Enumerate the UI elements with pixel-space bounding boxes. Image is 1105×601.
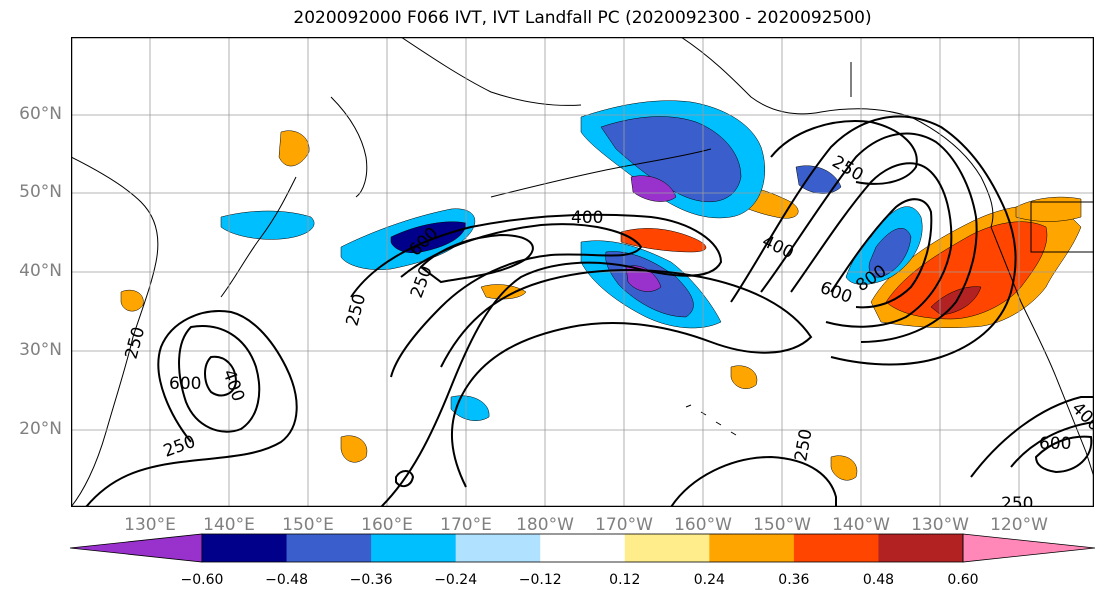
lon-label-140w: 140°W: [832, 515, 890, 535]
colorbar-segment: [286, 534, 372, 562]
contour-250-southeast: [970, 396, 1094, 478]
map-frame: [71, 37, 1094, 507]
contour-600-west: [204, 355, 238, 397]
us-border: [850, 62, 1094, 253]
contour-400-east: [760, 132, 978, 343]
colorbar-tick-label: 0.12: [609, 572, 641, 588]
positive-anomaly-south-1: [340, 435, 368, 463]
colorbar-frame: [201, 533, 964, 563]
positive-anomaly-asia-2: [120, 289, 144, 312]
colorbar-tick-label: −0.60: [180, 572, 224, 588]
lat-label-20n: 20°N: [19, 419, 62, 439]
colorbar-segment: [878, 534, 964, 562]
negative-anomaly-northeast-inner: [868, 228, 912, 278]
colorbar: [69, 533, 1096, 563]
lon-label-150w: 150°W: [753, 515, 811, 535]
colorbar-tick-label: −0.36: [349, 572, 393, 588]
contour-label: 400: [571, 208, 603, 228]
contour-label: 600: [169, 374, 201, 394]
contour-600-central: [419, 233, 534, 284]
coast-asia: [71, 156, 159, 507]
contour-250-south-small: [395, 470, 415, 488]
contour-400-central: [390, 223, 643, 378]
contour-label: 400: [218, 367, 248, 404]
positive-anomaly-south-2: [730, 365, 758, 389]
negative-anomaly-alaska-2: [795, 165, 842, 194]
colorbar-tick-label: 0.60: [947, 572, 979, 588]
colorbar-tick-label: 0.48: [862, 572, 895, 588]
graticule: [71, 37, 1094, 507]
contour-label: 600: [817, 278, 854, 308]
positive-anomaly-pacific-1: [620, 228, 707, 253]
negative-anomaly-south: [450, 395, 490, 421]
lon-label-130w: 130°W: [911, 515, 969, 535]
contour-400-west: [178, 325, 261, 433]
lon-label-160w: 160°W: [674, 515, 732, 535]
contour-250-south: [670, 455, 837, 507]
colorbar-segment: [793, 534, 879, 562]
contour-800-east: [830, 198, 933, 309]
coast-siberia: [400, 37, 582, 106]
contour-label: 250: [1001, 494, 1033, 507]
colorbar-tick-label: −0.12: [518, 572, 562, 588]
coast-alaska: [680, 37, 994, 228]
colorbar-tick-label: −0.24: [434, 572, 478, 588]
contour-600-east: [790, 162, 953, 328]
coast-north-america: [990, 226, 1094, 478]
contour-label: 600: [1039, 434, 1071, 454]
negative-anomaly-west-inner: [390, 221, 467, 253]
colorbar-segment: [455, 534, 541, 562]
lon-label-160e: 160°E: [361, 515, 413, 535]
positive-anomaly-nw: [1015, 196, 1082, 222]
lon-label-180w: 180°W: [516, 515, 574, 535]
lon-label-170w: 170°W: [595, 515, 653, 535]
negative-anomaly-japan: [220, 210, 315, 240]
colorbar-segment: [624, 534, 710, 562]
coast-aleutians: [490, 148, 712, 198]
coast-kamchatka: [330, 96, 368, 198]
positive-anomaly-asia-1: [278, 130, 310, 167]
contour-250-alaska: [770, 120, 918, 185]
coast-japan: [220, 176, 297, 298]
contour-label: 250: [791, 427, 816, 462]
colorbar-segment: [371, 534, 457, 562]
colorbar-extend-high: [962, 533, 1096, 563]
lon-label-130e: 130°E: [124, 515, 176, 535]
contour-label: 250: [161, 432, 198, 462]
map-title: 2020092000 F066 IVT, IVT Landfall PC (20…: [293, 8, 872, 28]
lat-label-50n: 50°N: [19, 182, 62, 202]
lon-label-120w: 120°W: [990, 515, 1048, 535]
colorbar-tick-label: −0.48: [265, 572, 308, 588]
colorbar-tick-label: 0.36: [778, 572, 810, 588]
negative-anomaly-gulf-alaska-core: [630, 175, 677, 202]
ivt-map: 250 400 600 250 400 600 250 400 600 800 …: [71, 37, 1094, 507]
coastlines: [71, 37, 1094, 507]
ivt-contours: [85, 115, 1094, 507]
colorbar-segment: [709, 534, 795, 562]
lon-label-150e: 150°E: [282, 515, 334, 535]
colorbar-extend-low: [69, 533, 203, 563]
lat-label-60n: 60°N: [19, 104, 62, 124]
coast-hawaii: [685, 404, 737, 436]
contour-label: 250: [343, 292, 371, 329]
map-panel: 250 400 600 250 400 600 250 400 600 800 …: [71, 37, 1094, 507]
colorbar-segment: [540, 534, 626, 562]
contour-250-east-outer: [730, 115, 1017, 366]
lat-label-30n: 30°N: [19, 340, 62, 360]
contour-250-west: [85, 310, 298, 507]
positive-anomaly-south-3: [830, 455, 858, 481]
contour-label: 250: [122, 325, 150, 362]
colorbar-segments: [69, 533, 1096, 563]
lon-label-140e: 140°E: [203, 515, 255, 535]
colorbar-segment: [202, 534, 288, 562]
contour-250-loop: [440, 269, 813, 488]
contour-600-southeast: [1034, 435, 1093, 474]
lat-label-40n: 40°N: [19, 261, 62, 281]
ivt-pc-shading: [120, 100, 1082, 481]
contour-400-southeast: [1010, 421, 1094, 468]
lon-label-170e: 170°E: [440, 515, 492, 535]
colorbar-tick-label: 0.24: [693, 572, 725, 588]
contour-label: 400: [759, 231, 797, 263]
